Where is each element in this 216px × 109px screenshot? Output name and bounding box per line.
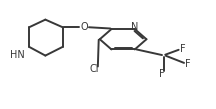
Text: F: F [185,59,191,69]
Text: F: F [159,69,164,79]
Text: Cl: Cl [89,64,99,74]
Text: HN: HN [10,50,25,60]
Text: F: F [180,43,185,54]
Text: N: N [131,22,138,32]
Text: O: O [80,22,88,32]
